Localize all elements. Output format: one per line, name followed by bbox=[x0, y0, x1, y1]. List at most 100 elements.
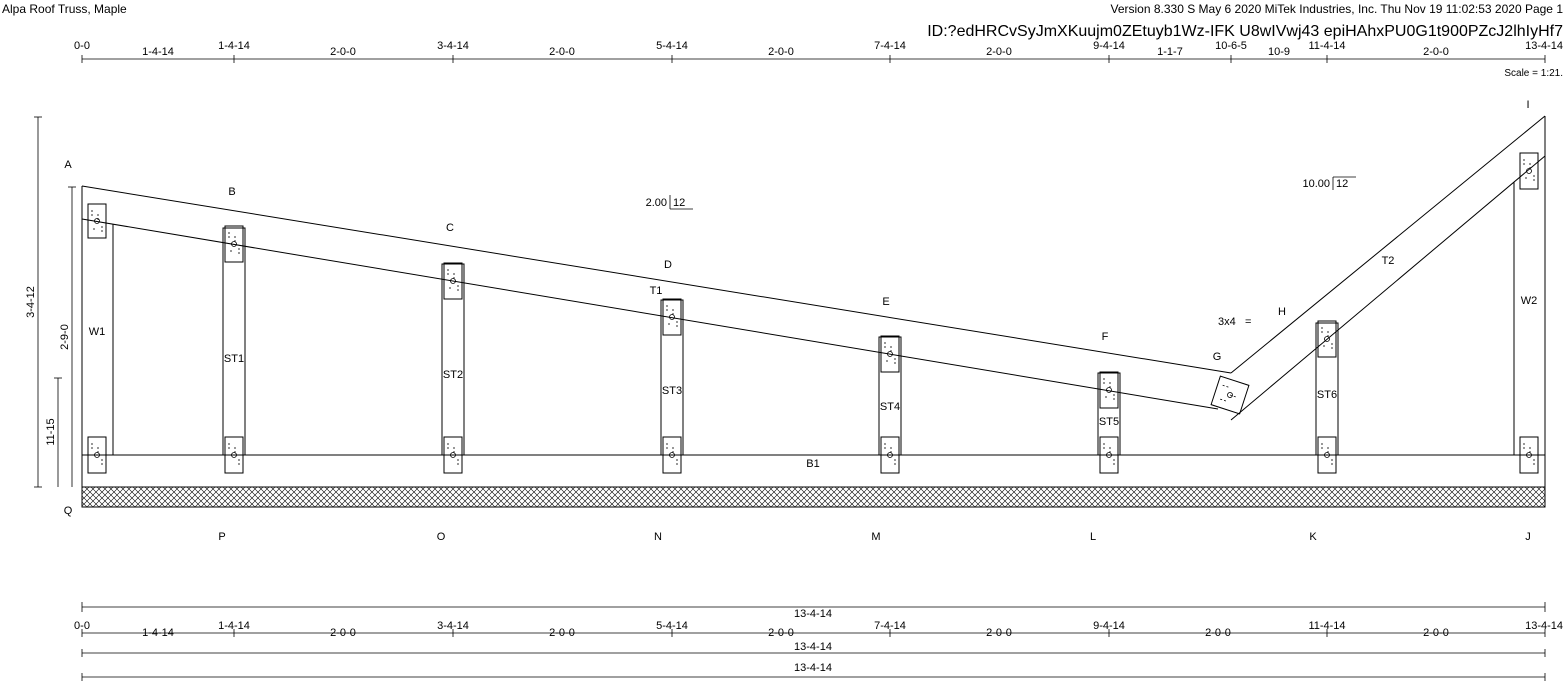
plate-c bbox=[443, 262, 463, 300]
top-cum-dim: 11-4-14 bbox=[1308, 40, 1345, 52]
plate-g bbox=[1210, 375, 1250, 415]
plate-m bbox=[880, 436, 900, 474]
bottom-overall-dim: 13-4-14 bbox=[794, 608, 832, 620]
plate-orientation-mark: = bbox=[1245, 316, 1251, 328]
member-label-t1: T1 bbox=[650, 285, 663, 297]
job-title: Alpa Roof Truss, Maple bbox=[2, 2, 127, 16]
joint-label-a: A bbox=[64, 159, 72, 171]
vertical-dimension-lines bbox=[34, 116, 76, 488]
joint-label-j: J bbox=[1525, 531, 1531, 543]
bottom-cum-dim: 11-4-14 bbox=[1308, 620, 1345, 632]
top-cum-dim: 9-4-14 bbox=[1093, 40, 1125, 52]
joint-label-b: B bbox=[228, 186, 235, 198]
plate-p bbox=[224, 436, 244, 474]
top-chord-t1-outer bbox=[81, 185, 1232, 374]
heel-height-dim: 11-15 bbox=[45, 418, 57, 445]
plate-h bbox=[1317, 320, 1337, 358]
plate-a bbox=[87, 203, 107, 239]
plate-i bbox=[1519, 152, 1539, 190]
pitch-left: 2.00 12 bbox=[646, 195, 693, 210]
joint-label-h: H bbox=[1278, 306, 1286, 318]
top-seg-dim: 10-9 bbox=[1268, 46, 1290, 58]
bottom-cum-dim: 1-4-14 bbox=[218, 620, 250, 632]
joint-label-q: Q bbox=[64, 505, 73, 517]
member-label-st6: ST6 bbox=[1317, 389, 1337, 401]
joint-label-d: D bbox=[664, 259, 672, 271]
bottom-seg-dim: 2-0-0 bbox=[330, 627, 356, 639]
joint-label-m: M bbox=[871, 531, 880, 543]
member-label-st4: ST4 bbox=[880, 401, 900, 413]
bottom-seg-dim: 2-0-0 bbox=[1205, 627, 1231, 639]
id-string: ID:?edHRCvSyJmXKuujm0ZEtuyb1Wz-IFK U8wIV… bbox=[927, 23, 1563, 40]
connector-plates bbox=[87, 152, 1539, 474]
bottom-cum-dim: 0-0 bbox=[74, 620, 90, 632]
scale-label: Scale = 1:21. bbox=[1504, 68, 1563, 79]
stud-st1 bbox=[222, 227, 246, 456]
stud-st6 bbox=[1315, 322, 1339, 456]
joint-label-e: E bbox=[882, 296, 889, 308]
bottom-seg-dim: 1-4-14 bbox=[142, 627, 174, 639]
bottom-dimension-lines bbox=[81, 602, 1546, 681]
joint-label-p: P bbox=[218, 531, 225, 543]
overall-height-dim: 3-4-12 bbox=[25, 286, 37, 318]
bottom-cum-dim: 5-4-14 bbox=[656, 620, 688, 632]
bottom-cum-dim: 9-4-14 bbox=[1093, 620, 1125, 632]
bottom-seg-dim: 2-0-0 bbox=[986, 627, 1012, 639]
top-cum-dim: 5-4-14 bbox=[656, 40, 688, 52]
top-cum-dim: 0-0 bbox=[74, 40, 90, 52]
member-label-w2: W2 bbox=[1521, 295, 1538, 307]
joint-label-n: N bbox=[654, 531, 662, 543]
member-label-st1: ST1 bbox=[224, 353, 244, 365]
pitch-right-rise: 10.00 bbox=[1302, 178, 1330, 190]
top-cum-dim: 13-4-14 bbox=[1525, 40, 1563, 52]
plate-f bbox=[1099, 371, 1119, 409]
plate-o bbox=[443, 436, 463, 474]
bottom-seg-dim: 2-0-0 bbox=[549, 627, 575, 639]
member-label-t2: T2 bbox=[1382, 255, 1395, 267]
top-seg-dim: 2-0-0 bbox=[986, 46, 1012, 58]
stud-st2 bbox=[441, 263, 465, 456]
bottom-cum-dim: 3-4-14 bbox=[437, 620, 469, 632]
member-label-st2: ST2 bbox=[443, 369, 463, 381]
top-seg-dim: 1-1-7 bbox=[1157, 46, 1183, 58]
plate-b bbox=[224, 225, 244, 263]
plate-d bbox=[662, 298, 682, 336]
pitch-left-rise: 2.00 bbox=[646, 197, 667, 209]
member-label-b1: B1 bbox=[806, 458, 819, 470]
plate-size-label: 3x4 bbox=[1218, 316, 1236, 328]
top-cum-dim: 3-4-14 bbox=[437, 40, 469, 52]
plate-k bbox=[1317, 436, 1337, 474]
bearing-wall bbox=[81, 486, 1546, 508]
top-chord-t1-inner bbox=[81, 218, 1219, 410]
bottom-seg-dim: 2-0-0 bbox=[768, 627, 794, 639]
top-cum-dim: 7-4-14 bbox=[874, 40, 906, 52]
joint-label-k: K bbox=[1309, 531, 1317, 543]
joint-label-f: F bbox=[1102, 331, 1109, 343]
truss-members bbox=[81, 115, 1546, 487]
joint-label-i: I bbox=[1526, 99, 1529, 111]
top-seg-dim: 2-0-0 bbox=[768, 46, 794, 58]
stud-st5 bbox=[1097, 372, 1121, 456]
top-seg-dim: 2-0-0 bbox=[549, 46, 575, 58]
top-cum-dim: 10-6-5 bbox=[1215, 40, 1247, 52]
bottom-seg-dim: 2-0-0 bbox=[1423, 627, 1449, 639]
left-end-height-dim: 2-9-0 bbox=[59, 324, 71, 350]
bottom-overall-dim-3: 13-4-14 bbox=[794, 662, 832, 674]
joint-label-c: C bbox=[446, 222, 454, 234]
plate-n bbox=[662, 436, 682, 474]
joint-label-o: O bbox=[437, 531, 446, 543]
stud-st4 bbox=[878, 336, 902, 456]
pitch-left-run: 12 bbox=[673, 197, 685, 209]
top-seg-dim: 2-0-0 bbox=[330, 46, 356, 58]
member-label-st3: ST3 bbox=[662, 385, 682, 397]
joint-label-g: G bbox=[1213, 351, 1222, 363]
top-seg-dim: 2-0-0 bbox=[1423, 46, 1449, 58]
pitch-right-run: 12 bbox=[1336, 178, 1348, 190]
plate-q bbox=[87, 436, 107, 474]
top-cum-dim: 1-4-14 bbox=[218, 40, 250, 52]
top-seg-dim: 1-4-14 bbox=[142, 46, 174, 58]
stud-st3 bbox=[660, 299, 684, 456]
pitch-right: 10.00 12 bbox=[1302, 176, 1356, 190]
plate-l bbox=[1099, 436, 1119, 474]
